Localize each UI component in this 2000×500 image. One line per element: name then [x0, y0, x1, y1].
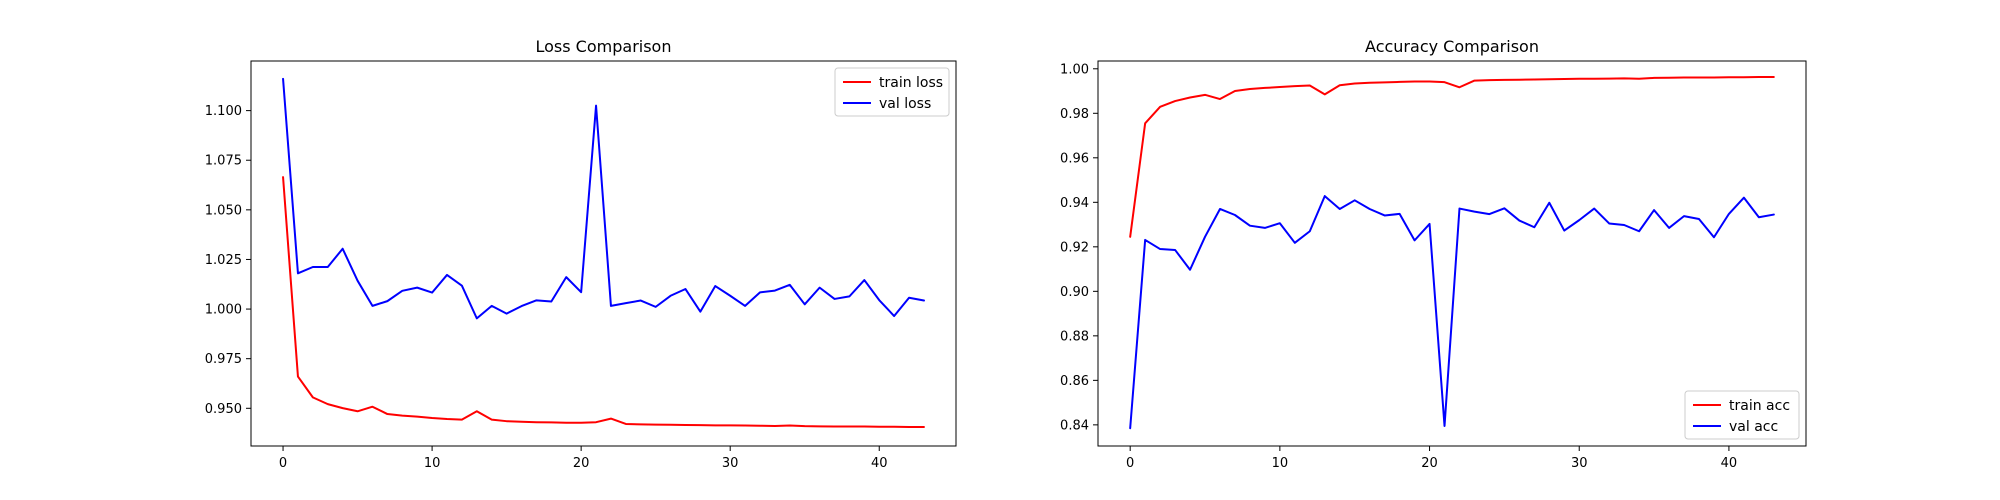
accuracy-axes: 0 10 20 30 40 0.84 0.86 0.88 0.90 0.92 0.94 0.96 0.9…	[1060, 60, 1807, 471]
loss-x-tick-label: 40	[871, 456, 888, 471]
accuracy-legend: train acc val acc	[1684, 390, 1800, 440]
loss-x-tick-label: 10	[424, 456, 441, 471]
accuracy-y-tick-label: 0.86	[1060, 374, 1089, 389]
loss-y-tick-label: 1.100	[205, 104, 242, 119]
accuracy-y-tick-label: 0.88	[1060, 329, 1089, 344]
accuracy-x-tick-label: 30	[1571, 456, 1588, 471]
accuracy-x-tick-label: 10	[1272, 456, 1289, 471]
loss-plot-frame	[250, 60, 957, 447]
accuracy-y-tick-label: 0.92	[1060, 240, 1089, 255]
accuracy-series-line-train	[1129, 76, 1775, 238]
accuracy-y-tick-label: 0.84	[1060, 418, 1089, 433]
loss-series-line-val	[282, 77, 925, 320]
loss-legend-label: val loss	[879, 96, 931, 112]
accuracy-y-tick-label: 0.94	[1060, 196, 1089, 211]
loss-legend-label: train loss	[879, 75, 943, 91]
accuracy-comparison-chart: Accuracy Comparison 0 10 20 30 40 0.84 0.86 0.8…	[1060, 37, 1807, 471]
accuracy-x-tick-label: 40	[1721, 456, 1738, 471]
loss-series-line-train	[282, 176, 925, 428]
loss-x-tick-label: 30	[722, 456, 739, 471]
loss-y-tick-label: 1.000	[205, 303, 242, 318]
loss-x-tick-label: 20	[573, 456, 590, 471]
accuracy-x-tick-label: 20	[1421, 456, 1438, 471]
loss-comparison-chart: Loss Comparison 0 10 20 30 40 0.950 0.975 1.000…	[205, 37, 957, 471]
loss-series	[282, 77, 925, 428]
loss-x-tick-label: 0	[279, 456, 287, 471]
accuracy-series	[1129, 76, 1775, 430]
loss-chart-title: Loss Comparison	[536, 37, 672, 56]
accuracy-chart-title: Accuracy Comparison	[1365, 37, 1539, 56]
loss-y-tick-label: 1.025	[205, 253, 242, 268]
accuracy-y-tick-label: 0.96	[1060, 151, 1089, 166]
accuracy-y-tick-label: 0.90	[1060, 285, 1089, 300]
accuracy-y-tick-label: 0.98	[1060, 107, 1089, 122]
accuracy-y-tick-label: 1.00	[1060, 62, 1089, 77]
loss-y-tick-label: 0.950	[205, 402, 242, 417]
loss-y-tick-label: 1.075	[205, 154, 242, 169]
accuracy-series-line-val	[1129, 195, 1775, 430]
accuracy-legend-label: val acc	[1729, 419, 1778, 435]
accuracy-plot-frame	[1097, 60, 1807, 447]
loss-axes: 0 10 20 30 40 0.950 0.975 1.000 1.025 1.050 1.075 1…	[205, 60, 957, 471]
accuracy-x-tick-label: 0	[1126, 456, 1134, 471]
loss-legend: train loss val loss	[834, 67, 950, 117]
loss-y-tick-label: 0.975	[205, 352, 242, 367]
accuracy-legend-label: train acc	[1729, 398, 1790, 414]
loss-y-tick-label: 1.050	[205, 203, 242, 218]
